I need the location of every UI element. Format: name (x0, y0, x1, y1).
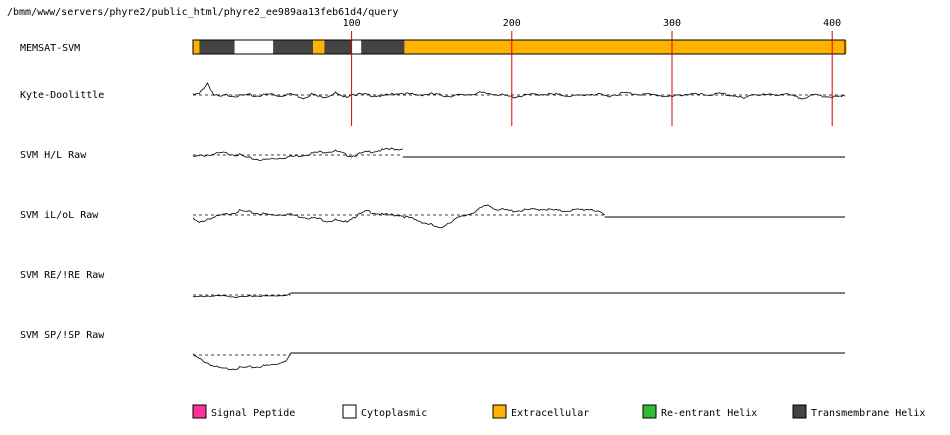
tick-label: 300 (663, 18, 681, 29)
legend-swatch-extracellular (492, 404, 507, 419)
memsat-bar-outline (192, 39, 846, 55)
memsat-segment-transmembrane-helix (273, 40, 314, 54)
memsat-segment-extracellular (404, 40, 847, 54)
track-label-hl: SVM H/L Raw (20, 150, 87, 161)
track-kd-line (192, 82, 846, 100)
legend-swatch-cytoplasmic (342, 404, 357, 419)
memsat-segment-transmembrane-helix (361, 40, 405, 54)
position-markers (351, 31, 833, 126)
memsat-segment-cytoplasmic (234, 40, 274, 54)
memsat-segment-cytoplasmic (351, 40, 362, 54)
track-ilol (192, 204, 845, 229)
track-label-memsat: MEMSAT-SVM (20, 43, 80, 54)
track-label-ilol: SVM iL/oL Raw (20, 210, 99, 221)
tick-label: 200 (503, 18, 521, 29)
tick-label: 100 (343, 18, 361, 29)
track-hl (192, 147, 845, 162)
legend-swatch-signal-peptide (192, 404, 207, 419)
track-sp (192, 352, 845, 371)
track-kd (192, 82, 846, 100)
legend-label-transmembrane-helix: Transmembrane Helix (811, 408, 925, 419)
axis-tick-labels: 100 200 300 400 (343, 18, 842, 29)
memsat-segment-extracellular (193, 40, 200, 54)
track-ilol-line (192, 204, 605, 229)
profile-tracks (192, 82, 846, 371)
legend-swatch-reentrant-helix (642, 404, 657, 419)
track-re-line (192, 292, 291, 298)
memsat-segment-extracellular (313, 40, 325, 54)
track-hl-line (192, 147, 403, 162)
tick-label: 400 (823, 18, 841, 29)
legend-label-signal-peptide: Signal Peptide (211, 408, 295, 419)
memsat-segment-transmembrane-helix (324, 40, 352, 54)
track-label-kd: Kyte-Doolittle (20, 90, 104, 101)
track-re (192, 292, 845, 298)
legend-label-reentrant-helix: Re-entrant Helix (661, 408, 757, 419)
legend-label-cytoplasmic: Cytoplasmic (361, 408, 427, 419)
track-label-sp: SVM SP/!SP Raw (20, 330, 105, 341)
track-label-re: SVM RE/!RE Raw (20, 270, 105, 281)
memsat-topology-bar (192, 39, 847, 55)
legend-swatch-transmembrane-helix (792, 404, 807, 419)
query-path: /bmm/www/servers/phyre2/public_html/phyr… (7, 7, 398, 18)
memsat-segment-transmembrane-helix (199, 40, 235, 54)
legend: Signal Peptide Cytoplasmic Extracellular… (192, 404, 925, 419)
track-sp-line (192, 352, 292, 371)
legend-label-extracellular: Extracellular (511, 408, 589, 419)
